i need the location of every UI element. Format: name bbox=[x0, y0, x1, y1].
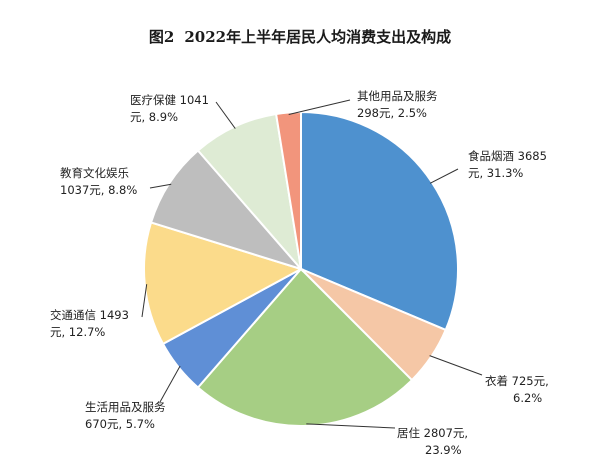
leader-line-医疗保健 bbox=[215, 101, 236, 129]
slice-label-line1: 食品烟酒 3685 bbox=[468, 149, 547, 163]
slice-label-line2: 元, 31.3% bbox=[468, 166, 523, 180]
slice-label-line2: 670元, 5.7% bbox=[85, 417, 155, 431]
leader-line-其他用品及服务 bbox=[288, 99, 351, 115]
slice-label-line1: 生活用品及服务 bbox=[85, 400, 166, 414]
chart-title-text: 2022年上半年居民人均消费支出及构成 bbox=[184, 28, 452, 46]
chart-title-number: 图2 bbox=[148, 28, 175, 46]
slice-label-line1: 教育文化娱乐 bbox=[60, 166, 129, 180]
slice-label-line2: 元, 8.9% bbox=[130, 110, 178, 124]
leader-line-衣着 bbox=[429, 355, 483, 376]
slice-label-line2: 23.9% bbox=[425, 443, 462, 457]
slice-label-line1: 居住 2807元, bbox=[397, 426, 468, 440]
leader-line-居住 bbox=[306, 423, 396, 429]
leader-line-食品烟酒 bbox=[429, 168, 459, 184]
pie-slice-居住 bbox=[196, 267, 414, 427]
leader-line-教育文化娱乐 bbox=[149, 183, 172, 189]
pie-slice-交通通信 bbox=[143, 221, 304, 346]
slice-label-line2: 6.2% bbox=[513, 391, 542, 405]
slice-label-line1: 其他用品及服务 bbox=[357, 89, 438, 103]
slice-label-line1: 医疗保健 1041 bbox=[130, 93, 209, 107]
slice-label-line2: 元, 12.7% bbox=[50, 325, 105, 339]
slice-label-line1: 衣着 725元, bbox=[485, 374, 549, 388]
slice-label-line2: 298元, 2.5% bbox=[357, 106, 427, 120]
slice-label-line2: 1037元, 8.8% bbox=[60, 183, 137, 197]
pie-slice-教育文化娱乐 bbox=[149, 149, 305, 271]
chart-title: 图2 2022年上半年居民人均消费支出及构成 bbox=[0, 26, 600, 47]
slice-label-line1: 交通通信 1493 bbox=[50, 308, 129, 322]
leader-line-交通通信 bbox=[141, 284, 148, 318]
leader-line-生活用品及服务 bbox=[159, 365, 181, 403]
